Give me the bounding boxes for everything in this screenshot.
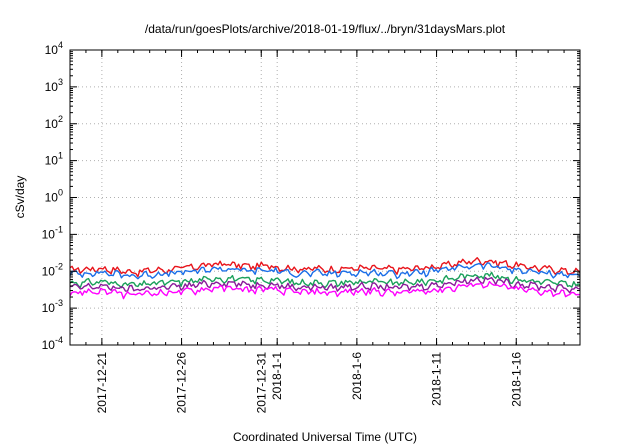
x-tick-labels: 2017-12-21 2017-12-26 2017-12-31 2018-1-1 20…: [95, 352, 523, 414]
series-line: [69, 262, 581, 280]
y-axis-label: cSv/day: [13, 176, 27, 219]
y-tick-labels: 10-4 10-3 10-2 10-1 100 101 102 103 104: [42, 40, 63, 352]
y-tick-label: 10-2: [42, 261, 63, 278]
x-tick-label: 2018-1-1: [270, 352, 284, 400]
x-tick-label: 2018-1-16: [509, 352, 523, 407]
x-tick-label: 2017-12-26: [175, 352, 189, 414]
grid: [70, 50, 580, 345]
y-tick-label: 10-1: [42, 224, 63, 241]
y-tick-label: 103: [45, 77, 63, 94]
y-tick-label: 102: [45, 114, 63, 131]
y-tick-label: 101: [45, 151, 63, 168]
x-tick-label: 2018-1-11: [430, 352, 444, 406]
chart-title: /data/run/goesPlots/archive/2018-01-19/f…: [145, 22, 506, 36]
x-tick-label: 2018-1-6: [350, 352, 364, 400]
series-line: [70, 276, 581, 294]
y-tick-label: 10-3: [42, 298, 63, 315]
x-axis-label: Coordinated Universal Time (UTC): [233, 430, 417, 444]
series-layer: [69, 257, 581, 300]
x-tick-label: 2017-12-31: [254, 352, 268, 414]
y-tick-label: 10-4: [42, 335, 63, 352]
series-line: [69, 280, 581, 300]
y-tick-label: 104: [45, 40, 63, 57]
series-line: [69, 271, 581, 289]
tick-layer: [69, 49, 581, 346]
series-line: [69, 257, 581, 278]
x-tick-label: 2017-12-21: [95, 352, 109, 414]
y-tick-label: 100: [45, 188, 63, 205]
